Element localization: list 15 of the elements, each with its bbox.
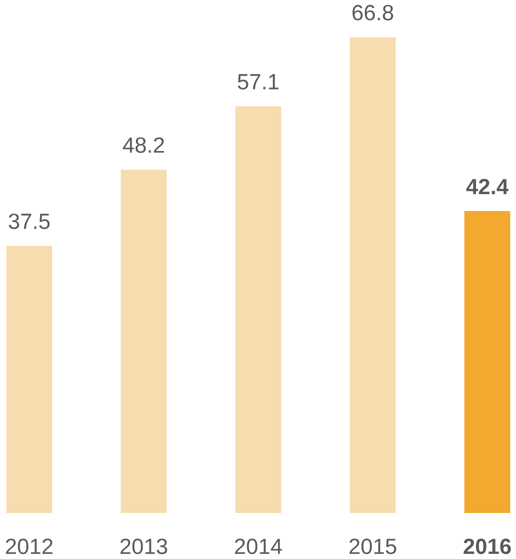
x-tick-label: 2012 <box>6 538 52 554</box>
bar <box>464 211 510 514</box>
x-tick-label: 2013 <box>120 538 167 554</box>
x-tick-label: 2014 <box>234 538 282 554</box>
data-label: 57.1 <box>238 74 278 90</box>
bar <box>120 170 166 514</box>
bar <box>350 37 396 514</box>
bar <box>6 246 52 514</box>
x-tick-label: 2016 <box>463 538 511 554</box>
bar <box>235 106 281 514</box>
data-label: 48.2 <box>122 137 164 153</box>
data-label: 37.5 <box>8 214 50 230</box>
data-label: 42.4 <box>466 178 508 194</box>
x-tick-label: 2015 <box>349 538 396 554</box>
data-label: 66.8 <box>352 4 393 20</box>
